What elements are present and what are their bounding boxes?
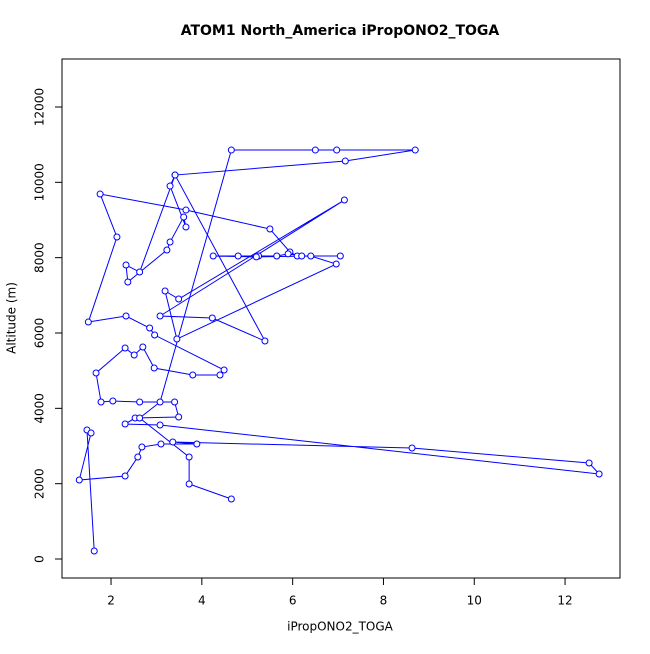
data-point — [84, 318, 92, 326]
data-point — [121, 344, 129, 352]
data-point — [311, 146, 319, 154]
data-point — [138, 443, 146, 451]
data-point — [298, 252, 306, 260]
data-point — [175, 413, 183, 421]
data-point — [122, 261, 130, 269]
data-point — [341, 157, 349, 165]
x-tick-label: 6 — [289, 594, 297, 608]
data-point — [234, 252, 242, 260]
data-point — [166, 238, 174, 246]
data-point — [336, 252, 344, 260]
data-point — [182, 223, 190, 231]
y-tick-label: 2000 — [33, 468, 47, 499]
data-point — [156, 312, 164, 320]
chart-title: ATOM1 North_America iPropONO2_TOGA — [181, 23, 500, 39]
data-point — [150, 364, 158, 372]
data-point — [136, 414, 144, 422]
x-axis-label: iPropONO2_TOGA — [287, 620, 394, 634]
data-point — [90, 547, 98, 555]
data-point — [411, 146, 419, 154]
x-tick-label: 10 — [467, 594, 482, 608]
y-tick-label: 4000 — [33, 393, 47, 424]
data-point — [121, 472, 129, 480]
data-point — [185, 480, 193, 488]
y-tick-label: 10000 — [33, 163, 47, 201]
data-point — [163, 246, 171, 254]
data-point — [121, 420, 129, 428]
data-point — [307, 252, 315, 260]
data-point — [227, 146, 235, 154]
data-point — [261, 337, 269, 345]
data-point — [220, 366, 228, 374]
data-point — [130, 351, 138, 359]
data-point — [97, 398, 105, 406]
data-point — [182, 206, 190, 214]
data-point — [171, 171, 179, 179]
data-point — [408, 444, 416, 452]
data-point — [134, 453, 142, 461]
y-tick-label: 8000 — [33, 242, 47, 273]
data-point — [175, 295, 183, 303]
x-tick-label: 4 — [198, 594, 206, 608]
data-point — [585, 459, 593, 467]
data-point — [96, 190, 104, 198]
data-point — [157, 440, 165, 448]
x-tick-label: 2 — [107, 594, 115, 608]
data-point — [252, 253, 260, 261]
data-point — [284, 250, 292, 258]
data-point — [189, 371, 197, 379]
data-point — [273, 252, 281, 260]
data-point — [166, 182, 174, 190]
data-point — [161, 287, 169, 295]
data-point — [216, 371, 224, 379]
y-axis-label: Altitude (m) — [5, 282, 19, 354]
data-point — [595, 470, 603, 478]
y-tick-label: 12000 — [33, 88, 47, 126]
data-point — [122, 312, 130, 320]
data-point — [75, 476, 83, 484]
data-point — [169, 438, 177, 446]
data-point — [139, 343, 147, 351]
data-point — [92, 369, 100, 377]
data-point — [136, 268, 144, 276]
data-point — [151, 331, 159, 339]
data-point — [173, 335, 181, 343]
data-point — [266, 225, 274, 233]
data-point — [124, 278, 132, 286]
data-point — [333, 146, 341, 154]
data-point — [156, 398, 164, 406]
data-point — [113, 233, 121, 241]
x-tick-label: 12 — [557, 594, 572, 608]
data-point — [156, 421, 164, 429]
data-point — [146, 324, 154, 332]
data-point — [208, 314, 216, 322]
data-point — [209, 252, 217, 260]
x-tick-label: 8 — [380, 594, 388, 608]
y-tick-label: 6000 — [33, 318, 47, 349]
data-line — [78, 149, 601, 552]
data-point — [136, 398, 144, 406]
data-point — [227, 495, 235, 503]
data-point — [193, 440, 201, 448]
data-point — [171, 398, 179, 406]
data-point — [185, 453, 193, 461]
data-point — [180, 213, 188, 221]
data-point — [87, 429, 95, 437]
data-point — [340, 196, 348, 204]
data-point — [332, 260, 340, 268]
y-tick-label: 0 — [33, 555, 47, 563]
data-point — [109, 397, 117, 405]
